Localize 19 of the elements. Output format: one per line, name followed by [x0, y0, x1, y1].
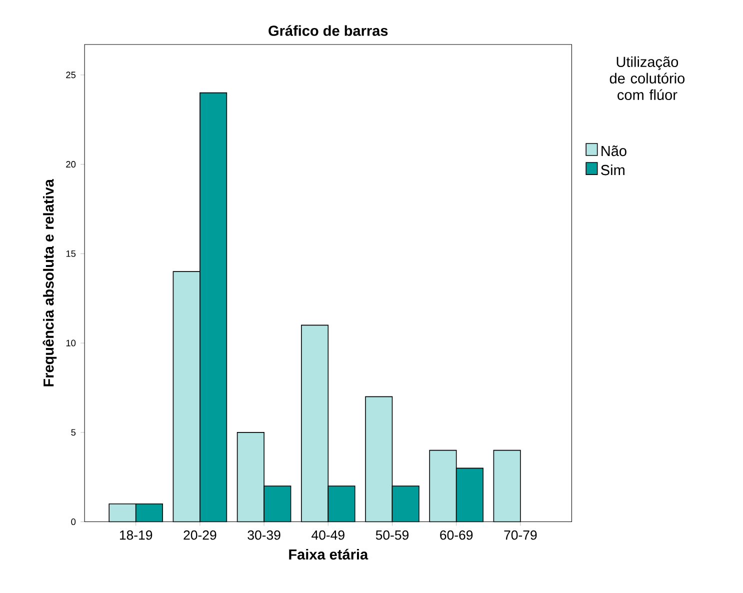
- x-tick-label: 60-69: [440, 530, 473, 540]
- x-tick-label: 20-29: [184, 530, 216, 540]
- x-tick-label: 30-39: [248, 530, 280, 540]
- y-tick-label: 15: [66, 250, 76, 257]
- x-tick-label: 18-19: [120, 530, 152, 540]
- x-tick-label: 50-59: [376, 530, 408, 540]
- y-tick-label: 25: [66, 72, 76, 78]
- y-tick-label: 5: [71, 429, 76, 436]
- y-tick-label: 10: [66, 340, 76, 346]
- x-tick-label: 70-79: [504, 530, 537, 540]
- y-tick-label: 0: [71, 518, 76, 526]
- legend-label: Não: [602, 146, 626, 156]
- legend-label: Sim: [601, 164, 624, 176]
- y-tick-label: 20: [66, 161, 76, 168]
- x-axis-title: Faixa etária: [289, 548, 368, 560]
- legend-title: Utilização de colutório com flúor: [610, 56, 685, 100]
- y-axis-title: Frequência absoluta e relativa: [42, 178, 57, 386]
- x-tick-label: 40-49: [312, 530, 344, 540]
- chart-title: Gráfico de barras: [268, 25, 388, 36]
